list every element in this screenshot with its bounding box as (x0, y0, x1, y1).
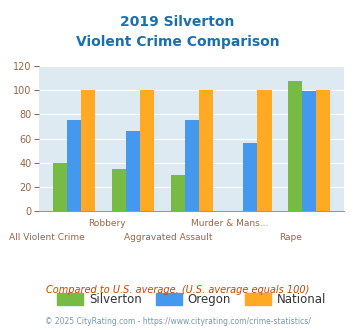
Bar (257, 90, 272, 211)
Bar (199, 90, 213, 211)
Bar (316, 90, 330, 211)
Bar (185, 120, 199, 211)
Text: Rape: Rape (279, 233, 302, 242)
Text: All Violent Crime: All Violent Crime (9, 233, 84, 242)
Text: Robbery: Robbery (89, 219, 126, 228)
Text: Aggravated Assault: Aggravated Assault (124, 233, 213, 242)
Bar (170, 175, 185, 211)
Bar (126, 131, 140, 211)
Text: Murder & Mans...: Murder & Mans... (191, 219, 268, 228)
Bar (112, 169, 126, 211)
Text: © 2025 CityRating.com - https://www.cityrating.com/crime-statistics/: © 2025 CityRating.com - https://www.city… (45, 317, 310, 326)
Bar (244, 144, 257, 211)
Text: Compared to U.S. average. (U.S. average equals 100): Compared to U.S. average. (U.S. average … (46, 285, 309, 295)
Text: 2019 Silverton: 2019 Silverton (120, 15, 235, 29)
Bar (81, 90, 95, 211)
Bar (302, 91, 316, 211)
Bar (53, 163, 67, 211)
Bar (288, 81, 302, 211)
Text: Violent Crime Comparison: Violent Crime Comparison (76, 35, 279, 49)
Bar (140, 90, 154, 211)
Bar (67, 120, 81, 211)
Legend: Silverton, Oregon, National: Silverton, Oregon, National (57, 293, 327, 306)
